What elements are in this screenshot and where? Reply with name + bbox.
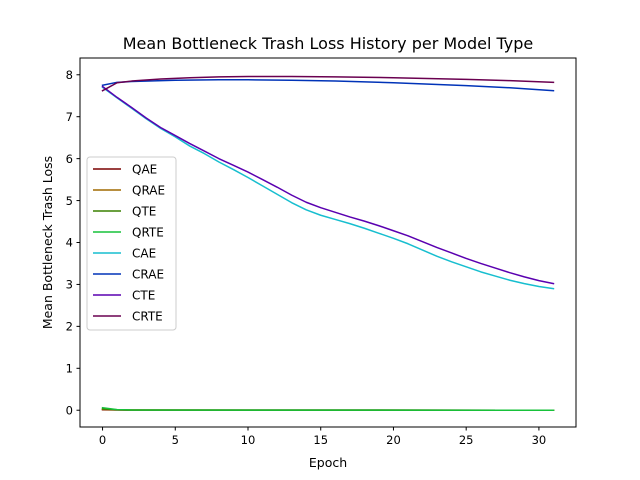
legend-label-qae: QAE	[132, 162, 157, 176]
series-layer	[101, 75, 555, 411]
y-tick-label: 8	[66, 68, 73, 82]
legend: QAE QRAE QTE QRTE CAE CRAE CTE CRTE	[86, 156, 177, 331]
y-axis-label: Mean Bottleneck Trash Loss	[40, 156, 55, 329]
y-tick-label: 7	[66, 110, 73, 124]
x-tick-label: 30	[532, 433, 547, 447]
y-tick-label: 6	[66, 152, 73, 166]
legend-label-crae: CRAE	[132, 267, 164, 281]
series-line-cae	[101, 86, 555, 290]
x-tick-label: 0	[99, 433, 106, 447]
y-tick-label: 5	[66, 194, 73, 208]
y-tick-label: 2	[66, 320, 73, 334]
legend-label-qrae: QRAE	[132, 183, 165, 197]
series-line-cte	[101, 85, 555, 285]
series-line-crte	[101, 75, 555, 92]
x-tick-label: 25	[459, 433, 474, 447]
y-tick-label: 0	[66, 403, 73, 417]
ticks-layer: 0 5 10 15 20 25 30 0 1 2 3 4 5 6 7 8	[66, 68, 547, 447]
series-line-qrte	[101, 406, 555, 411]
chart-title: Mean Bottleneck Trash Loss History per M…	[123, 34, 534, 53]
legend-label-qte: QTE	[132, 204, 156, 218]
legend-label-qrte: QRTE	[132, 225, 164, 239]
legend-label-crte: CRTE	[132, 309, 163, 323]
x-tick-label: 20	[386, 433, 401, 447]
x-axis-label: Epoch	[309, 455, 347, 470]
legend-label-cae: CAE	[132, 246, 156, 260]
y-tick-label: 4	[66, 236, 73, 250]
x-tick-label: 5	[172, 433, 179, 447]
legend-label-cte: CTE	[132, 288, 155, 302]
y-tick-label: 1	[66, 361, 73, 375]
y-tick-label: 3	[66, 278, 73, 292]
x-tick-label: 15	[313, 433, 328, 447]
x-tick-label: 10	[241, 433, 256, 447]
legend-box	[86, 156, 177, 331]
